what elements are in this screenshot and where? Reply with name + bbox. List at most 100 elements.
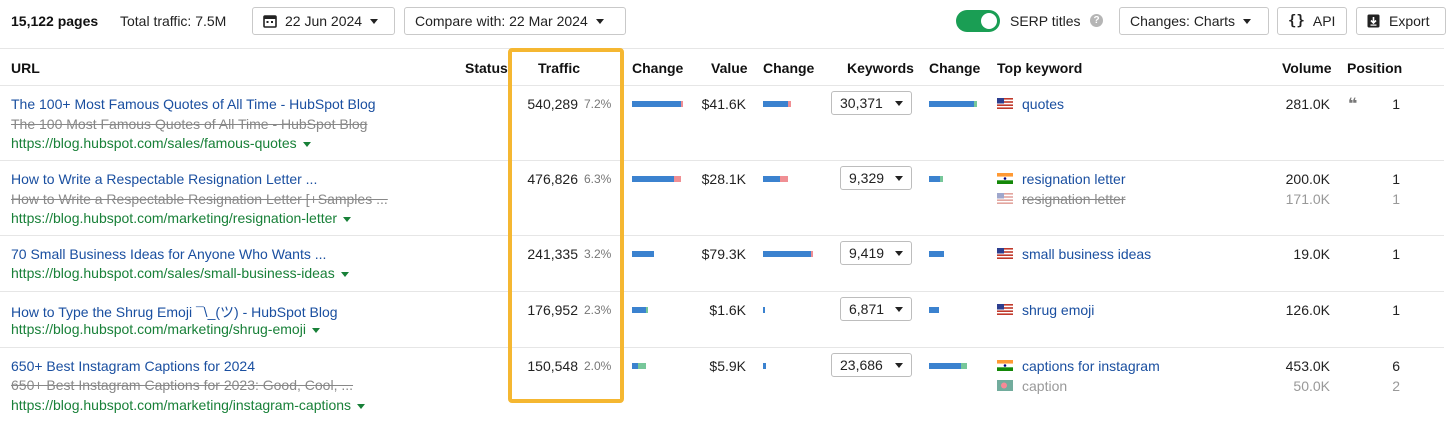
table-row: How to Type the Shrug Emoji ¯\_(ツ) - Hub…: [0, 292, 1444, 348]
page-title-link[interactable]: How to Type the Shrug Emoji ¯\_(ツ) - Hub…: [11, 304, 338, 320]
in-flag-icon: [997, 360, 1013, 371]
keywords-dropdown[interactable]: 23,686: [831, 353, 912, 377]
col-position[interactable]: Position: [1347, 60, 1403, 76]
download-icon: [1367, 14, 1380, 28]
chevron-down-icon[interactable]: [302, 141, 311, 147]
page-url-link[interactable]: https://blog.hubspot.com/sales/small-bus…: [11, 265, 349, 281]
help-icon[interactable]: ?: [1090, 14, 1103, 27]
col-top-keyword[interactable]: Top keyword: [997, 60, 1083, 76]
export-button[interactable]: Export: [1356, 7, 1446, 35]
old-page-title: 650+ Best Instagram Captions for 2023: G…: [11, 377, 354, 393]
chevron-down-icon[interactable]: [343, 216, 352, 222]
traffic-value-usd: $1.6K: [709, 302, 746, 318]
traffic-change-bar: [632, 251, 654, 257]
keywords-count: 9,329: [849, 170, 885, 186]
keywords-change-bar: [929, 363, 961, 369]
url-text: https://blog.hubspot.com/sales/small-bus…: [11, 265, 335, 281]
keyword-volume: 200.0K: [1285, 171, 1330, 187]
col-change-value[interactable]: Change: [763, 60, 815, 76]
table-row: 650+ Best Instagram Captions for 2024 65…: [0, 348, 1444, 422]
api-button[interactable]: {} API: [1277, 7, 1347, 35]
changes-dropdown[interactable]: Changes: Charts: [1119, 7, 1269, 35]
page-title-link[interactable]: The 100+ Most Famous Quotes of All Time …: [11, 96, 376, 112]
page-url-link[interactable]: https://blog.hubspot.com/marketing/resig…: [11, 210, 352, 226]
top-keyword-link[interactable]: shrug emoji: [1022, 302, 1095, 318]
traffic-value-usd: $41.6K: [701, 96, 746, 112]
col-traffic[interactable]: Traffic: [538, 60, 581, 76]
url-text: https://blog.hubspot.com/marketing/insta…: [11, 397, 352, 413]
traffic-change-bar: [632, 176, 674, 182]
keywords-change-bar: [929, 101, 974, 107]
value-change-bar: [763, 363, 766, 369]
col-keywords[interactable]: Keywords: [847, 60, 914, 76]
keyword-volume: 126.0K: [1285, 302, 1330, 318]
keyword-position: 1: [1392, 302, 1400, 318]
traffic-share: 6.3%: [584, 172, 612, 186]
chevron-down-icon: [895, 175, 903, 181]
keywords-change-bar-positive: [940, 176, 943, 182]
col-url[interactable]: URL: [11, 60, 40, 76]
chevron-down-icon: [370, 18, 379, 24]
compare-label: Compare with: 22 Mar 2024: [415, 13, 588, 29]
previous-keyword: resignation letter: [1022, 191, 1126, 207]
old-page-title: The 100 Most Famous Quotes of All Time -…: [11, 116, 368, 132]
previous-keyword-position: 1: [1392, 191, 1400, 207]
keywords-change-bar-positive: [974, 101, 977, 107]
traffic-value-usd: $5.9K: [709, 358, 746, 374]
changes-label: Changes: Charts: [1130, 13, 1236, 29]
traffic-change-bar-negative: [681, 101, 683, 107]
us-flag-icon: [997, 98, 1013, 109]
keywords-dropdown[interactable]: 6,871: [840, 297, 912, 321]
keyword-position: 1: [1392, 171, 1400, 187]
page-title-link[interactable]: How to Write a Respectable Resignation L…: [11, 171, 318, 187]
url-text: https://blog.hubspot.com/marketing/resig…: [11, 210, 338, 226]
traffic-value: 540,289: [527, 96, 578, 112]
value-change-bar-negative: [811, 251, 813, 257]
table-row: The 100+ Most Famous Quotes of All Time …: [0, 86, 1444, 161]
col-status[interactable]: Status: [465, 60, 508, 76]
keywords-dropdown[interactable]: 9,419: [840, 241, 912, 265]
page-url-link[interactable]: https://blog.hubspot.com/marketing/shrug…: [11, 321, 320, 337]
us-flag-icon: [997, 304, 1013, 315]
keywords-dropdown[interactable]: 9,329: [840, 166, 912, 190]
col-volume[interactable]: Volume: [1282, 60, 1332, 76]
top-keyword-link[interactable]: quotes: [1022, 96, 1065, 112]
date-label: 22 Jun 2024: [285, 13, 363, 29]
serp-titles-toggle[interactable]: [956, 10, 1000, 32]
top-keyword-link[interactable]: resignation letter: [1022, 171, 1126, 187]
table-header: URL Status Traffic Change Value Change K…: [0, 48, 1444, 86]
top-keyword-link[interactable]: captions for instagram: [1022, 358, 1160, 374]
col-change-keywords[interactable]: Change: [929, 60, 981, 76]
page-title-link[interactable]: 650+ Best Instagram Captions for 2024: [11, 358, 255, 374]
page-url-link[interactable]: https://blog.hubspot.com/sales/famous-qu…: [11, 135, 311, 151]
total-traffic: Total traffic: 7.5M: [120, 13, 227, 29]
chevron-down-icon[interactable]: [357, 403, 366, 409]
toolbar: 15,122 pages Total traffic: 7.5M 22 Jun …: [0, 0, 1456, 42]
top-keyword-link[interactable]: small business ideas: [1022, 246, 1152, 262]
chevron-down-icon: [895, 250, 903, 256]
date-picker-button[interactable]: 22 Jun 2024: [252, 7, 395, 35]
toggle-knob: [981, 13, 997, 29]
col-change-traffic[interactable]: Change: [632, 60, 684, 76]
old-page-title: How to Write a Respectable Resignation L…: [11, 191, 388, 207]
previous-keyword-volume: 171.0K: [1285, 191, 1330, 207]
page-url-link[interactable]: https://blog.hubspot.com/marketing/insta…: [11, 397, 366, 413]
pages-count: 15,122 pages: [11, 13, 99, 29]
keywords-change-bar-positive: [961, 363, 967, 369]
traffic-change-bar: [632, 307, 646, 313]
compare-date-button[interactable]: Compare with: 22 Mar 2024: [404, 7, 626, 35]
keyword-volume: 453.0K: [1285, 358, 1330, 374]
chevron-down-icon[interactable]: [340, 271, 349, 277]
export-label: Export: [1389, 13, 1430, 29]
chevron-down-icon[interactable]: [311, 327, 320, 333]
keywords-count: 9,419: [849, 245, 885, 261]
keywords-dropdown[interactable]: 30,371: [831, 91, 912, 115]
chevron-down-icon: [595, 18, 604, 24]
keyword-position: 1: [1392, 96, 1400, 112]
page-title-link[interactable]: 70 Small Business Ideas for Anyone Who W…: [11, 246, 327, 262]
us-flag-icon: [997, 248, 1013, 259]
col-value[interactable]: Value: [711, 60, 748, 76]
braces-icon: {}: [1288, 13, 1305, 29]
table-row: How to Write a Respectable Resignation L…: [0, 161, 1444, 236]
traffic-value-usd: $28.1K: [701, 171, 746, 187]
